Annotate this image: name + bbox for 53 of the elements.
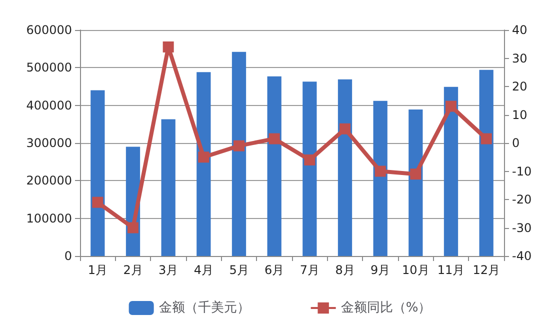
bar bbox=[444, 86, 458, 256]
y2-tick-label: -40 bbox=[512, 249, 532, 263]
x-tick-label: 9月 bbox=[370, 263, 390, 277]
x-tick-label: 2月 bbox=[123, 263, 143, 277]
x-tick-label: 10月 bbox=[402, 263, 430, 277]
y-tick-label: 300000 bbox=[26, 136, 72, 150]
point bbox=[128, 222, 138, 234]
y2-tick-label: -10 bbox=[512, 164, 532, 178]
point bbox=[234, 140, 244, 152]
x-tick-label: 6月 bbox=[264, 263, 284, 277]
y-tick-label: 200000 bbox=[26, 174, 72, 188]
x-tick-label: 11月 bbox=[437, 263, 465, 277]
point bbox=[92, 196, 104, 208]
y-tick-label: 400000 bbox=[26, 98, 72, 112]
legend-label: 金额（千美元） bbox=[158, 300, 250, 316]
x-tick-label: 1月 bbox=[88, 263, 108, 277]
y2-tick-label: 40 bbox=[512, 23, 528, 37]
point bbox=[198, 152, 210, 163]
legend-label: 金额同比（%） bbox=[340, 300, 432, 316]
x-tick-label: 8月 bbox=[335, 263, 355, 277]
bar bbox=[267, 76, 282, 256]
point bbox=[162, 41, 174, 52]
y2-tick-label: 0 bbox=[512, 136, 520, 150]
bar bbox=[338, 79, 352, 256]
bar bbox=[90, 90, 105, 256]
bar bbox=[232, 52, 246, 256]
x-tick-label: 4月 bbox=[194, 263, 214, 277]
x-tick-label: 12月 bbox=[472, 263, 500, 277]
point bbox=[304, 154, 316, 166]
x-tick-label: 7月 bbox=[300, 263, 320, 277]
point bbox=[374, 166, 386, 177]
y2-tick-label: 30 bbox=[512, 51, 528, 66]
bar bbox=[373, 100, 388, 256]
point bbox=[268, 133, 280, 144]
y2-tick-label: 10 bbox=[512, 108, 528, 122]
point bbox=[446, 100, 456, 112]
y-tick-label: 500000 bbox=[26, 60, 72, 75]
y-tick-label: 600000 bbox=[26, 23, 72, 37]
point bbox=[410, 168, 422, 180]
y2-tick-label: 20 bbox=[512, 80, 528, 94]
point bbox=[480, 133, 492, 144]
x-tick-label: 3月 bbox=[158, 263, 178, 277]
point bbox=[340, 123, 350, 134]
y2-tick-label: -30 bbox=[512, 220, 532, 235]
y-tick-label: 0 bbox=[64, 249, 72, 263]
bar bbox=[479, 70, 494, 256]
bar bbox=[196, 72, 211, 256]
bar bbox=[161, 119, 176, 256]
y-tick-label: 100000 bbox=[26, 211, 72, 226]
y2-tick-label: -20 bbox=[512, 192, 532, 206]
bar bbox=[408, 109, 423, 256]
x-tick-label: 5月 bbox=[229, 263, 249, 277]
bar bbox=[302, 82, 317, 256]
